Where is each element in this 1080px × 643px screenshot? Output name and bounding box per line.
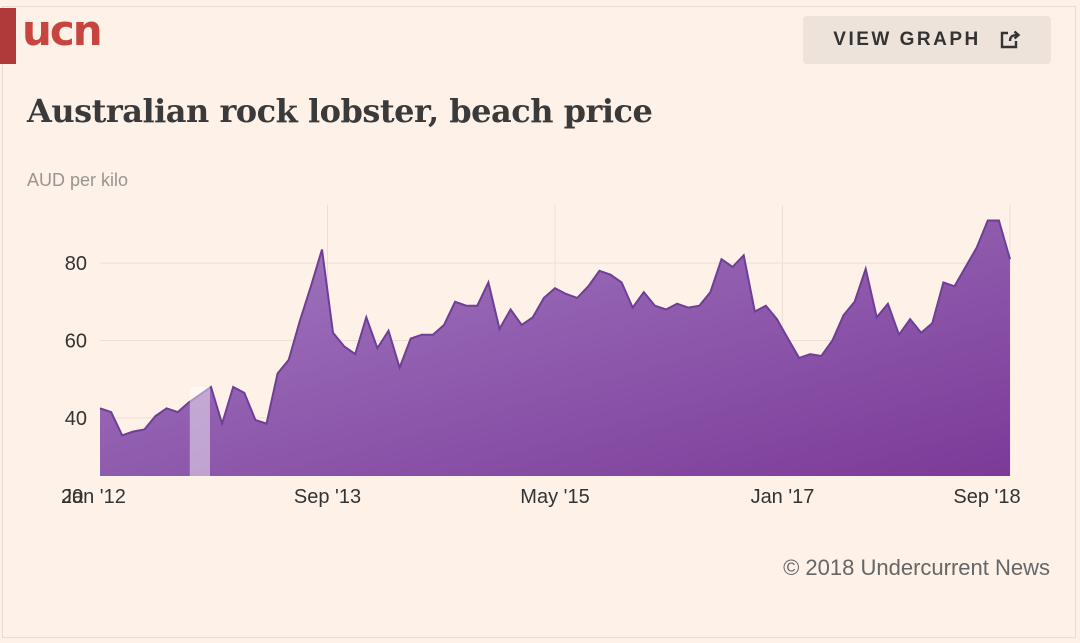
x-axis-ticks: Jan '12 Sep '13 May '15 Jan '17 Sep '18 (62, 486, 1021, 508)
ucn-logo: ucn (22, 6, 103, 55)
y-axis-ticks: 40 60 80 20 (61, 253, 87, 508)
y-tick-label: 60 (65, 331, 87, 353)
y-axis-unit-label: AUD per kilo (27, 170, 129, 190)
y-tick-label: 40 (65, 408, 87, 430)
x-tick-label: Sep '18 (953, 486, 1020, 508)
x-tick-label: Jan '12 (62, 486, 126, 508)
highlight-band (189, 386, 210, 476)
y-tick-label-baseline: 20 (61, 486, 83, 508)
x-tick-label: Sep '13 (294, 486, 361, 508)
x-tick-label: May '15 (520, 486, 589, 508)
price-line (99, 219, 1011, 437)
price-area (100, 220, 1010, 476)
brand-accent-bar (0, 8, 16, 64)
view-graph-button[interactable]: VIEW GRAPH (803, 16, 1051, 64)
y-tick-label: 80 (65, 253, 87, 275)
source-credit: © 2018 Undercurrent News (783, 555, 1050, 580)
x-tick-label: Jan '17 (751, 486, 815, 508)
external-link-icon (999, 30, 1021, 50)
chart-card (2, 6, 1076, 638)
view-graph-label: VIEW GRAPH (833, 29, 981, 50)
chart-title: Australian rock lobster, beach price (27, 92, 653, 130)
